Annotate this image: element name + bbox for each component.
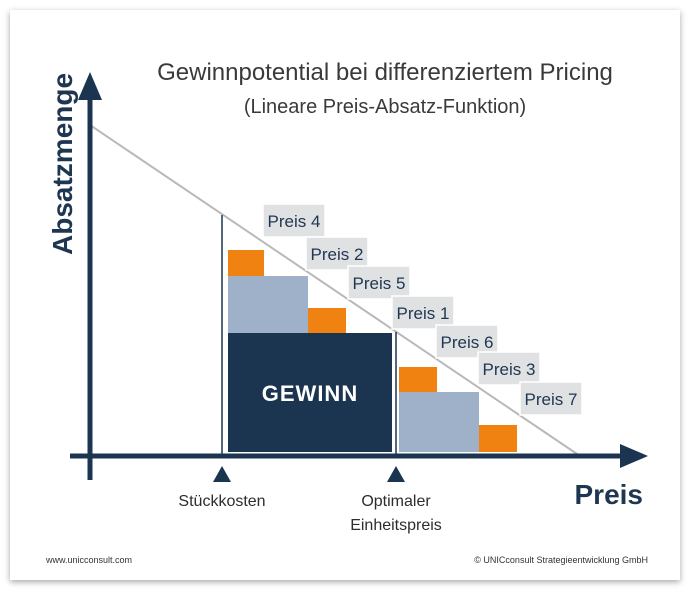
optimal-price-label-line1: Optimaler [361, 493, 431, 510]
diagram-subtitle: (Lineare Preis-Absatz-Funktion) [244, 96, 526, 118]
orange-block-2 [308, 308, 346, 333]
price-tag-3: Preis 5 [347, 265, 411, 300]
price-tag-label: Preis 7 [525, 390, 578, 409]
x-axis-arrow-icon [620, 444, 648, 468]
diagram-card [10, 10, 680, 580]
footer-copyright: © UNICconsult Strategieentwicklung GmbH [474, 555, 648, 565]
unit-cost-label: Stückkosten [178, 493, 265, 510]
price-tag-2: Preis 2 [305, 236, 369, 271]
diagram-title: Gewinnpotential bei differenziertem Pric… [157, 59, 613, 86]
price-tag-1: Preis 4 [262, 203, 326, 238]
additional-profit-block-right [399, 392, 479, 452]
price-tag-5: Preis 6 [435, 324, 499, 359]
x-axis-label: Preis [575, 479, 644, 510]
profit-area [228, 333, 392, 452]
price-tag-label: Preis 1 [397, 304, 450, 323]
additional-profit-block-left [228, 276, 308, 333]
orange-block-3 [399, 367, 437, 392]
price-tag-label: Preis 3 [483, 360, 536, 379]
price-tag-6: Preis 3 [477, 351, 541, 386]
y-axis-label: Absatzmenge [47, 73, 78, 255]
y-axis-arrow-icon [78, 72, 102, 100]
price-tag-label: Preis 4 [268, 212, 321, 231]
demand-line [89, 124, 581, 457]
price-tag-7: Preis 7 [519, 381, 583, 416]
price-tag-4: Preis 1 [391, 295, 455, 330]
price-tag-label: Preis 6 [441, 333, 494, 352]
price-tag-label: Preis 5 [353, 274, 406, 293]
profit-label: GEWINN [262, 381, 358, 406]
orange-block-4 [479, 425, 517, 452]
price-tag-label: Preis 2 [311, 245, 364, 264]
footer-website: www.unicconsult.com [45, 555, 132, 565]
optimal-price-label-line2: Einheitspreis [350, 517, 442, 534]
optimal-price-marker-icon [387, 466, 405, 482]
orange-block-1 [228, 250, 264, 276]
unit-cost-marker-icon [213, 466, 231, 482]
